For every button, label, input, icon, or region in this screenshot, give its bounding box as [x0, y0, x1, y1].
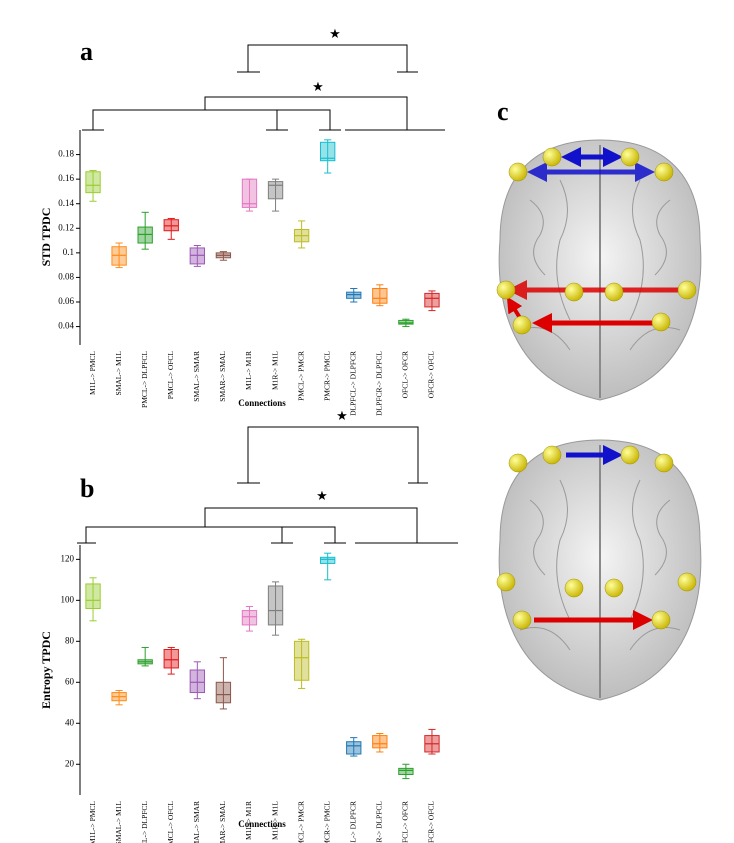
panel-label: b	[80, 474, 94, 503]
y-tick-label: 0.12	[58, 222, 74, 232]
box	[163, 219, 179, 232]
box	[241, 178, 258, 208]
significance-star: ★	[316, 488, 328, 503]
x-tick-label: PMCL-> PMCR	[296, 801, 305, 843]
x-tick-label: SMAL-> M1L	[114, 351, 123, 396]
x-tick-label: SMAR-> SMAL	[218, 351, 227, 402]
x-tick-label: PMCL-> OFCL	[166, 351, 175, 400]
x-tick-label: DLPFCL-> DLPFCR	[348, 351, 357, 416]
box	[320, 141, 336, 162]
box	[346, 741, 362, 755]
significance-brackets	[77, 44, 458, 544]
x-tick-label: OFCR-> OFCL	[427, 351, 436, 399]
box	[320, 556, 336, 564]
y-tick-label: 60	[65, 676, 75, 686]
brain-images	[496, 139, 702, 701]
x-axis-label: Connections	[238, 398, 286, 408]
box	[85, 171, 101, 194]
x-tick-label: SMAL-> M1L	[114, 801, 123, 843]
x-tick-label: DLPFCR-> DLPFCL	[375, 351, 384, 416]
y-tick-label: 0.06	[58, 296, 74, 306]
x-tick-label: DLPFCR-> DLPFCL	[375, 801, 384, 843]
box	[137, 226, 153, 244]
x-tick-label: SMAL-> SMAR	[192, 801, 201, 843]
box	[346, 291, 362, 299]
box	[189, 669, 205, 694]
box	[398, 319, 414, 325]
x-tick-label: M1L-> M1R	[244, 351, 253, 390]
x-tick-label: PMCL-> OFCL	[166, 801, 175, 843]
y-tick-label: 120	[61, 553, 75, 563]
y-tick-label: 100	[61, 594, 75, 604]
box	[267, 585, 284, 626]
x-tick-label: M1L-> M1R	[244, 801, 253, 840]
x-tick-label: M1R-> M1L	[270, 351, 279, 390]
x-tick-label: PMCL-> PMCR	[296, 351, 305, 401]
x-tick-label: M1L-> PMCL	[88, 801, 97, 843]
x-tick-label: PMCR-> PMCL	[322, 801, 331, 843]
x-tick-label: SMAR-> SMAL	[218, 801, 227, 843]
y-axis-label: Entropy TPDC	[39, 631, 53, 709]
box	[111, 246, 127, 266]
box	[398, 767, 414, 776]
panel-label: c	[497, 97, 509, 126]
y-tick-label: 0.04	[58, 321, 74, 331]
significance-star: ★	[329, 26, 341, 41]
x-tick-label: PMCR-> PMCL	[322, 351, 331, 401]
y-tick-label: 0.08	[58, 271, 74, 281]
significance-star: ★	[336, 408, 348, 423]
x-tick-label: SMAL-> SMAR	[192, 351, 201, 402]
box	[163, 649, 179, 669]
y-tick-label: 80	[65, 635, 75, 645]
box	[372, 735, 388, 749]
box	[372, 287, 388, 304]
y-tick-label: 20	[65, 758, 75, 768]
box	[215, 681, 232, 704]
y-axis-label: STD TPDC	[39, 208, 53, 267]
y-tick-label: 40	[65, 717, 75, 727]
y-tick-label: 0.16	[58, 173, 74, 183]
panel-label: a	[80, 37, 93, 66]
x-tick-label: M1R-> M1L	[270, 801, 279, 840]
box	[85, 583, 101, 610]
box	[293, 640, 310, 681]
x-tick-label: OFCL-> OFCR	[401, 801, 410, 843]
significance-star: ★	[312, 79, 324, 94]
box	[189, 247, 205, 265]
y-tick-label: 0.14	[58, 198, 74, 208]
x-tick-label: DLPFCL-> DLPFCR	[348, 801, 357, 843]
x-tick-label: PMCL-> DLPFCL	[140, 351, 149, 408]
box	[424, 292, 440, 308]
x-tick-label: PMCL-> DLPFCL	[140, 801, 149, 843]
x-tick-label: OFCR-> OFCL	[427, 801, 436, 843]
box	[241, 610, 258, 626]
y-tick-label: 0.1	[63, 247, 74, 257]
box	[267, 181, 284, 200]
x-tick-label: M1L-> PMCL	[88, 351, 97, 395]
x-tick-label: OFCL-> OFCR	[401, 351, 410, 398]
x-axis-label: Connections	[238, 819, 286, 829]
y-tick-label: 0.18	[58, 149, 74, 159]
